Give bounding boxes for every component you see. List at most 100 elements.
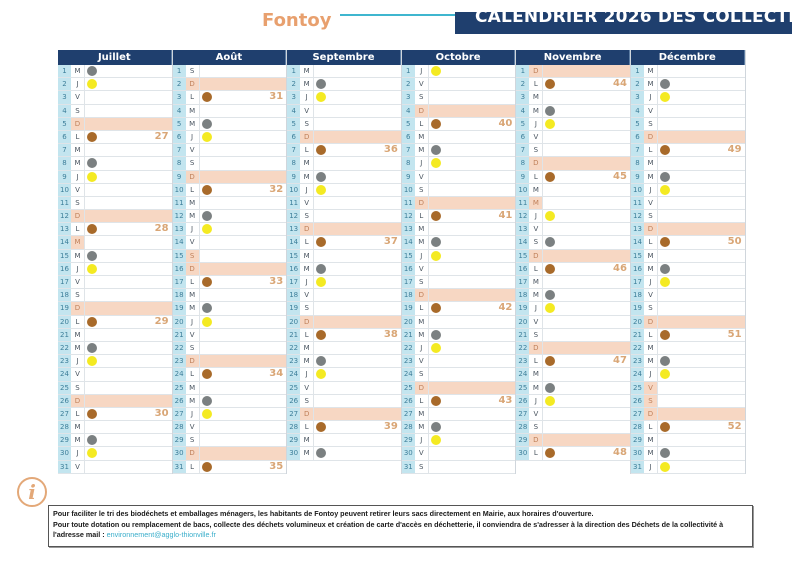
day-cell — [85, 329, 172, 341]
day-cell — [200, 144, 287, 156]
day-number: 23 — [516, 355, 530, 368]
day-number: 27 — [58, 407, 71, 421]
day-cell — [658, 197, 745, 209]
day-number: 1 — [287, 65, 301, 78]
weekday-letter: J — [300, 368, 315, 381]
day-row: 15 M — [630, 249, 745, 263]
weekday-letter: D — [185, 447, 200, 460]
day-row: 16 D — [172, 262, 287, 276]
day-number: 12 — [401, 210, 415, 223]
weekday-letter: S — [186, 157, 200, 170]
weekday-letter: M — [644, 434, 658, 447]
yellow-dot-icon — [545, 395, 556, 406]
day-number: 17 — [516, 276, 530, 289]
week-number: 48 — [613, 447, 627, 459]
brown-dot-icon — [316, 237, 327, 248]
day-number: 19 — [287, 302, 301, 315]
day-number: 24 — [401, 368, 415, 381]
week-number: 38 — [383, 328, 398, 340]
weekday-letter: S — [529, 144, 544, 157]
day-row: 23 D — [172, 355, 287, 369]
day-row: 12 D — [58, 210, 172, 224]
day-number: 23 — [58, 355, 71, 368]
day-row: 27 J — [172, 407, 287, 422]
day-number: 19 — [516, 302, 530, 315]
day-row: 18 D — [401, 289, 516, 303]
day-cell: 27 — [85, 131, 172, 143]
day-number: 25 — [58, 381, 71, 394]
weekday-letter: D — [414, 381, 429, 394]
day-row: 14 L 37 — [287, 236, 401, 250]
gray-dot-icon — [430, 422, 441, 433]
weekday-letter: L — [71, 130, 85, 144]
day-number: 1 — [630, 65, 644, 78]
weekday-letter: S — [644, 302, 658, 315]
day-number: 21 — [516, 328, 530, 341]
day-cell — [200, 342, 287, 354]
weekday-letter: V — [186, 236, 200, 249]
month-header: Juillet — [58, 50, 172, 65]
day-row: 23 J — [58, 355, 172, 369]
day-cell — [85, 461, 172, 473]
weekday-letter: S — [644, 117, 658, 130]
day-cell — [543, 118, 630, 130]
weekday-letter: S — [71, 289, 85, 302]
gray-dot-icon — [545, 237, 556, 248]
weekday-letter: J — [644, 368, 658, 381]
day-cell — [429, 316, 516, 328]
day-number: 4 — [516, 104, 530, 117]
brown-dot-icon — [430, 118, 441, 129]
day-cell — [85, 65, 172, 77]
day-number: 21 — [172, 328, 186, 341]
day-cell — [543, 65, 630, 78]
week-number: 39 — [383, 421, 398, 433]
brown-dot-icon — [87, 408, 97, 419]
week-number: 43 — [498, 394, 513, 406]
day-cell — [85, 91, 172, 103]
day-row: 30 J — [58, 447, 172, 461]
brown-dot-icon — [201, 277, 212, 287]
day-number: 2 — [516, 78, 530, 91]
day-number: 25 — [172, 381, 186, 394]
day-cell — [199, 355, 287, 368]
week-number: 37 — [383, 236, 398, 248]
yellow-dot-icon — [659, 369, 670, 380]
weekday-letter: M — [71, 341, 85, 355]
day-cell — [543, 341, 630, 355]
day-row: 16 L 46 — [516, 262, 630, 276]
day-cell — [429, 78, 516, 90]
day-cell — [658, 461, 745, 473]
day-cell: 44 — [543, 78, 630, 90]
info-box: Pour faciliter le tri des biodéchets et … — [48, 505, 753, 547]
day-cell: 36 — [314, 144, 401, 156]
day-row: 16 M — [630, 262, 745, 276]
weekday-letter: V — [186, 421, 200, 434]
day-number: 10 — [516, 183, 530, 196]
day-number: 10 — [287, 183, 301, 196]
day-cell — [85, 78, 172, 90]
day-row: 24 M — [516, 368, 630, 382]
day-cell: 34 — [200, 368, 287, 380]
day-cell — [543, 302, 630, 314]
weekday-letter: L — [415, 210, 429, 223]
weekday-letter: L — [529, 262, 544, 275]
email-link[interactable]: environnement@agglo-thionville.fr — [106, 530, 216, 539]
day-cell: 38 — [314, 329, 401, 341]
weekday-letter: J — [71, 447, 85, 460]
weekday-letter: J — [71, 170, 85, 183]
day-number: 27 — [172, 407, 186, 421]
day-cell: 30 — [85, 408, 172, 420]
day-row: 14 M — [58, 236, 172, 250]
weekday-letter: S — [185, 249, 200, 262]
day-number: 24 — [58, 368, 71, 381]
weekday-letter: L — [186, 460, 200, 473]
brown-dot-icon — [430, 211, 441, 222]
day-cell — [657, 407, 745, 421]
day-number: 8 — [516, 157, 530, 170]
